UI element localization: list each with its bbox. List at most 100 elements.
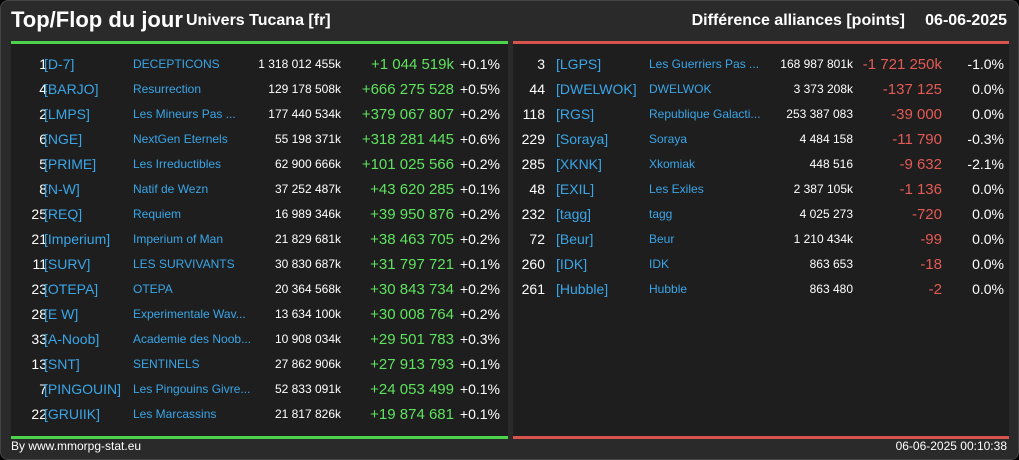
percent-cell: +0.1% xyxy=(459,181,500,197)
percent-cell: +0.2% xyxy=(459,306,500,322)
date-label: 06-06-2025 xyxy=(925,12,1007,29)
timestamp: 06-06-2025 00:10:38 xyxy=(895,439,1007,453)
alliance-tag: [SNT] xyxy=(44,356,80,372)
top-row: 7 [PINGOUIN] Les Pingouins Givre... 52 833 … xyxy=(11,377,508,402)
diff-cell: +30 008 764 xyxy=(370,306,454,323)
alliance-tag: [LGPS] xyxy=(556,56,602,72)
rank-cell: 3 xyxy=(537,56,545,72)
top-row: 8 [N-W] Natif de Wezn 37 252 487k +43 620 28… xyxy=(11,177,508,202)
rank-cell: 232 xyxy=(521,206,545,222)
flop-row: 285 [XKNK] Xkomiak 448 516 -9 632 -2.1% xyxy=(513,152,1009,177)
diff-cell: +29 501 783 xyxy=(370,331,454,348)
percent-cell: 0.0% xyxy=(972,256,1004,272)
percent-cell: +0.2% xyxy=(459,281,500,297)
credit-text: By www.mmorpg-stat.eu xyxy=(11,439,142,453)
percent-cell: +0.1% xyxy=(459,381,500,397)
top-row: 28 [E W] Experimentale Wav... 13 634 100k +3… xyxy=(11,302,508,327)
diff-cell: -720 xyxy=(911,206,942,223)
diff-cell: -11 790 xyxy=(892,131,942,148)
alliance-name: Hubble xyxy=(649,282,688,296)
diff-cell: -39 000 xyxy=(891,106,942,123)
top-alliances-panel: 1 [D-7] DECEPTICONS 1 318 012 455k +1 044 51… xyxy=(11,41,508,439)
alliance-tag: [BARJO] xyxy=(44,81,99,97)
diff-cell: -1 136 xyxy=(899,181,942,198)
flop-row: 72 [Beur] Beur 1 210 434k -99 0.0% xyxy=(513,227,1009,252)
alliance-tag: [Hubble] xyxy=(556,281,609,297)
alliance-name: DWELWOK xyxy=(649,82,712,96)
diff-cell: +38 463 705 xyxy=(370,231,454,248)
percent-cell: 0.0% xyxy=(972,81,1004,97)
percent-cell: +0.2% xyxy=(459,231,500,247)
alliance-tag: [RGS] xyxy=(556,106,595,122)
alliance-tag: [NGE] xyxy=(44,131,83,147)
alliance-tag: [E W] xyxy=(44,306,79,322)
percent-cell: 0.0% xyxy=(972,231,1004,247)
diff-cell: -99 xyxy=(920,231,942,248)
percent-cell: +0.2% xyxy=(459,206,500,222)
rank-cell: 33 xyxy=(31,331,47,347)
alliance-name: Les Marcassins xyxy=(133,407,217,421)
points-cell: 16 989 346k xyxy=(274,207,341,221)
diff-cell: +30 843 734 xyxy=(370,281,454,298)
alliance-name: Imperium of Man xyxy=(133,232,224,246)
diff-cell: +318 281 445 xyxy=(361,131,454,148)
rank-cell: 285 xyxy=(521,156,545,172)
alliance-name: Les Pingouins Givre... xyxy=(133,382,251,396)
points-cell: 129 178 508k xyxy=(268,82,341,96)
points-cell: 62 900 666k xyxy=(274,157,341,171)
rank-cell: 7 xyxy=(39,381,47,397)
flop-alliances-panel: 3 [LGPS] Les Guerriers Pas ... 168 987 801k… xyxy=(513,41,1009,439)
points-cell: 1 318 012 455k xyxy=(258,57,341,71)
points-cell: 10 908 034k xyxy=(274,332,341,346)
rank-cell: 23 xyxy=(31,281,47,297)
points-cell: 21 829 681k xyxy=(274,232,341,246)
rank-cell: 6 xyxy=(39,131,47,147)
percent-cell: 0.0% xyxy=(972,281,1004,297)
rank-cell: 13 xyxy=(31,356,47,372)
rank-cell: 2 xyxy=(39,106,47,122)
alliance-name: Beur xyxy=(649,232,675,246)
points-cell: 863 480 xyxy=(809,282,853,296)
points-cell: 4 025 273 xyxy=(799,207,853,221)
alliance-tag: [Soraya] xyxy=(556,131,609,147)
points-cell: 3 373 208k xyxy=(793,82,853,96)
flop-row: 260 [IDK] IDK 863 653 -18 0.0% xyxy=(513,252,1009,277)
points-cell: 4 484 158 xyxy=(799,132,853,146)
alliance-name: Academie des Noob... xyxy=(133,332,252,346)
flop-row: 118 [RGS] Republique Galacti... 253 387 083… xyxy=(513,102,1009,127)
alliance-name: Xkomiak xyxy=(649,157,696,171)
percent-cell: +0.3% xyxy=(459,331,500,347)
diff-cell: +19 874 681 xyxy=(370,406,454,423)
rank-cell: 261 xyxy=(521,281,545,297)
rank-cell: 1 xyxy=(39,56,47,72)
flop-row: 48 [EXIL] Les Exiles 2 387 105k -1 136 0.0% xyxy=(513,177,1009,202)
percent-cell: -2.1% xyxy=(967,156,1004,172)
page-title: Top/Flop du jour xyxy=(11,7,183,32)
top-row: 11 [SURV] LES SURVIVANTS 30 830 687k +31 797… xyxy=(11,252,508,277)
percent-cell: +0.2% xyxy=(459,156,500,172)
alliance-tag: [N-W] xyxy=(44,181,80,197)
alliance-tag: [Beur] xyxy=(556,231,594,247)
alliance-name: Natif de Wezn xyxy=(133,182,209,196)
flop-row: 44 [DWELWOK] DWELWOK 3 373 208k -137 125 0.0% xyxy=(513,77,1009,102)
alliance-name: Experimentale Wav... xyxy=(133,307,246,321)
points-cell: 2 387 105k xyxy=(793,182,853,196)
diff-cell: +43 620 285 xyxy=(370,181,454,198)
alliance-name: SENTINELS xyxy=(133,357,200,371)
percent-cell: +0.6% xyxy=(459,131,500,147)
flop-row: 261 [Hubble] Hubble 863 480 -2 0.0% xyxy=(513,277,1009,302)
alliance-tag: [tagg] xyxy=(556,206,592,222)
alliance-name: Resurrection xyxy=(133,82,202,96)
points-cell: 1 210 434k xyxy=(793,232,853,246)
points-cell: 55 198 371k xyxy=(274,132,341,146)
top-row: 22 [GRUIIK] Les Marcassins 21 817 826k +19 8… xyxy=(11,402,508,427)
diff-cell: +24 053 499 xyxy=(370,381,454,398)
alliance-name: OTEPA xyxy=(133,282,173,296)
alliance-tag: [A-Noob] xyxy=(44,331,100,347)
percent-cell: 0.0% xyxy=(972,181,1004,197)
points-cell: 13 634 100k xyxy=(274,307,341,321)
alliance-name: NextGen Eternels xyxy=(133,132,228,146)
alliance-tag: [GRUIIK] xyxy=(44,406,101,422)
top-row: 5 [PRIME] Les Irreductibles 62 900 666k +101… xyxy=(11,152,508,177)
